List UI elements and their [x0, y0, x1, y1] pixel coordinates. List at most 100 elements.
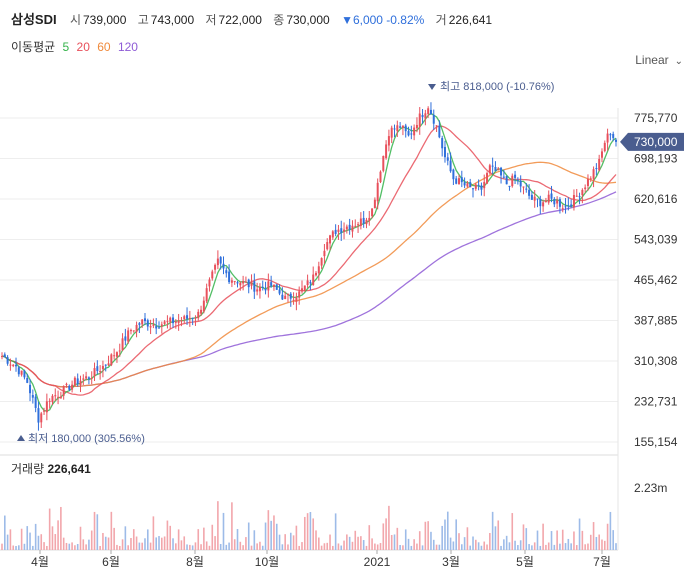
volume-pane-title: 거래량: [11, 462, 45, 476]
volume-bar: [556, 530, 558, 550]
volume-bar: [368, 525, 371, 550]
volume-bar: [18, 545, 20, 550]
volume-bar: [259, 541, 261, 550]
candle-body: [166, 321, 169, 323]
volume-bar: [60, 506, 62, 550]
candle-body: [17, 367, 20, 375]
volume-bar: [306, 513, 309, 550]
volume-bar: [312, 518, 315, 550]
volume-bar: [175, 543, 177, 550]
ma-legend-20[interactable]: 20: [76, 40, 90, 54]
candle-body: [143, 318, 146, 322]
volume-bar: [486, 544, 488, 550]
volume-bar: [561, 529, 564, 550]
volume-bar: [12, 545, 15, 550]
volume-bar: [575, 545, 578, 550]
candle-body: [101, 365, 104, 370]
candle-body: [68, 385, 71, 390]
volume-bar: [48, 508, 51, 550]
candle-body: [183, 316, 186, 320]
candle-body: [73, 377, 76, 386]
high-label: 고: [137, 13, 149, 27]
y-tick-label: 387,885: [634, 314, 678, 328]
volume-bar: [79, 526, 82, 550]
candle-body: [3, 354, 6, 358]
candle-body: [606, 133, 609, 143]
ma20-path: [1, 125, 617, 396]
candle-body: [57, 396, 60, 398]
candle-body: [270, 282, 273, 286]
volume-bar: [295, 525, 298, 550]
candle-body: [486, 173, 489, 184]
ma-legend-5[interactable]: 5: [62, 40, 70, 54]
candle-body: [446, 157, 449, 161]
candle-body: [329, 235, 332, 244]
candle-body: [345, 226, 348, 230]
volume-bar: [480, 545, 483, 550]
candle-body: [572, 195, 575, 208]
volume-bar: [452, 541, 455, 550]
candle-body: [536, 198, 539, 200]
quote-header: 삼성SDI 시 739,000 고 743,000 저 722,000 종 730,00…: [11, 9, 500, 28]
candle-body: [177, 320, 180, 324]
candle-body: [110, 354, 113, 366]
candle-body: [272, 284, 275, 287]
volume-bar: [469, 545, 472, 550]
candle-body: [23, 370, 26, 378]
candle-body: [427, 108, 430, 115]
volume-bar: [177, 529, 180, 550]
volume-bar: [365, 545, 368, 550]
volume-bar: [435, 544, 438, 550]
scale-toggle[interactable]: Linear ⌄: [635, 53, 683, 67]
candle-body: [228, 271, 231, 283]
candle-body: [474, 184, 477, 189]
candle-body: [407, 131, 410, 136]
moving-average-legend[interactable]: 이동평균 5 20 60 120: [11, 38, 142, 55]
candle-body: [281, 294, 284, 300]
candle-body: [371, 208, 374, 217]
candle-body: [45, 401, 48, 413]
volume-bar: [20, 528, 23, 550]
candle-body: [472, 188, 475, 190]
candle-body: [334, 229, 337, 234]
volume-bar: [200, 544, 202, 550]
volume-bar: [399, 544, 401, 550]
volume-bar: [219, 543, 222, 550]
x-tick-label: 6월: [102, 555, 120, 569]
candle-body: [516, 179, 519, 181]
candle-body: [385, 144, 388, 159]
candle-body: [172, 317, 175, 324]
volume-bar: [360, 536, 362, 550]
candle-body: [96, 366, 99, 372]
volume-bar: [332, 545, 334, 550]
volume-bar: [601, 539, 603, 550]
volume-bar: [1, 543, 3, 550]
volume-bar: [329, 534, 331, 550]
ma-legend-120[interactable]: 120: [117, 40, 138, 54]
ma-legend-60[interactable]: 60: [97, 40, 111, 54]
current-price-label: 730,000: [634, 135, 678, 149]
volume-bar: [390, 534, 393, 550]
ma60-path: [1, 161, 617, 388]
open-value: 739,000: [82, 13, 127, 27]
candle-body: [539, 198, 542, 207]
candle-body: [586, 178, 589, 186]
candle-body: [31, 395, 34, 398]
volume-bar: [270, 520, 272, 550]
candle-body: [6, 357, 9, 364]
volume-bar: [382, 523, 385, 550]
volume-bar: [132, 529, 135, 550]
candle-body: [393, 128, 396, 130]
candle-body: [348, 224, 351, 230]
candle-body: [413, 127, 416, 136]
volume-bar: [489, 532, 491, 550]
candle-body: [343, 229, 346, 232]
candle-body: [158, 327, 161, 329]
volume-bar: [242, 545, 244, 550]
volume-bar: [536, 530, 539, 550]
candle-body: [351, 225, 354, 232]
candle-body: [211, 271, 214, 279]
volume-bar: [348, 536, 351, 550]
candle-body: [160, 324, 163, 327]
